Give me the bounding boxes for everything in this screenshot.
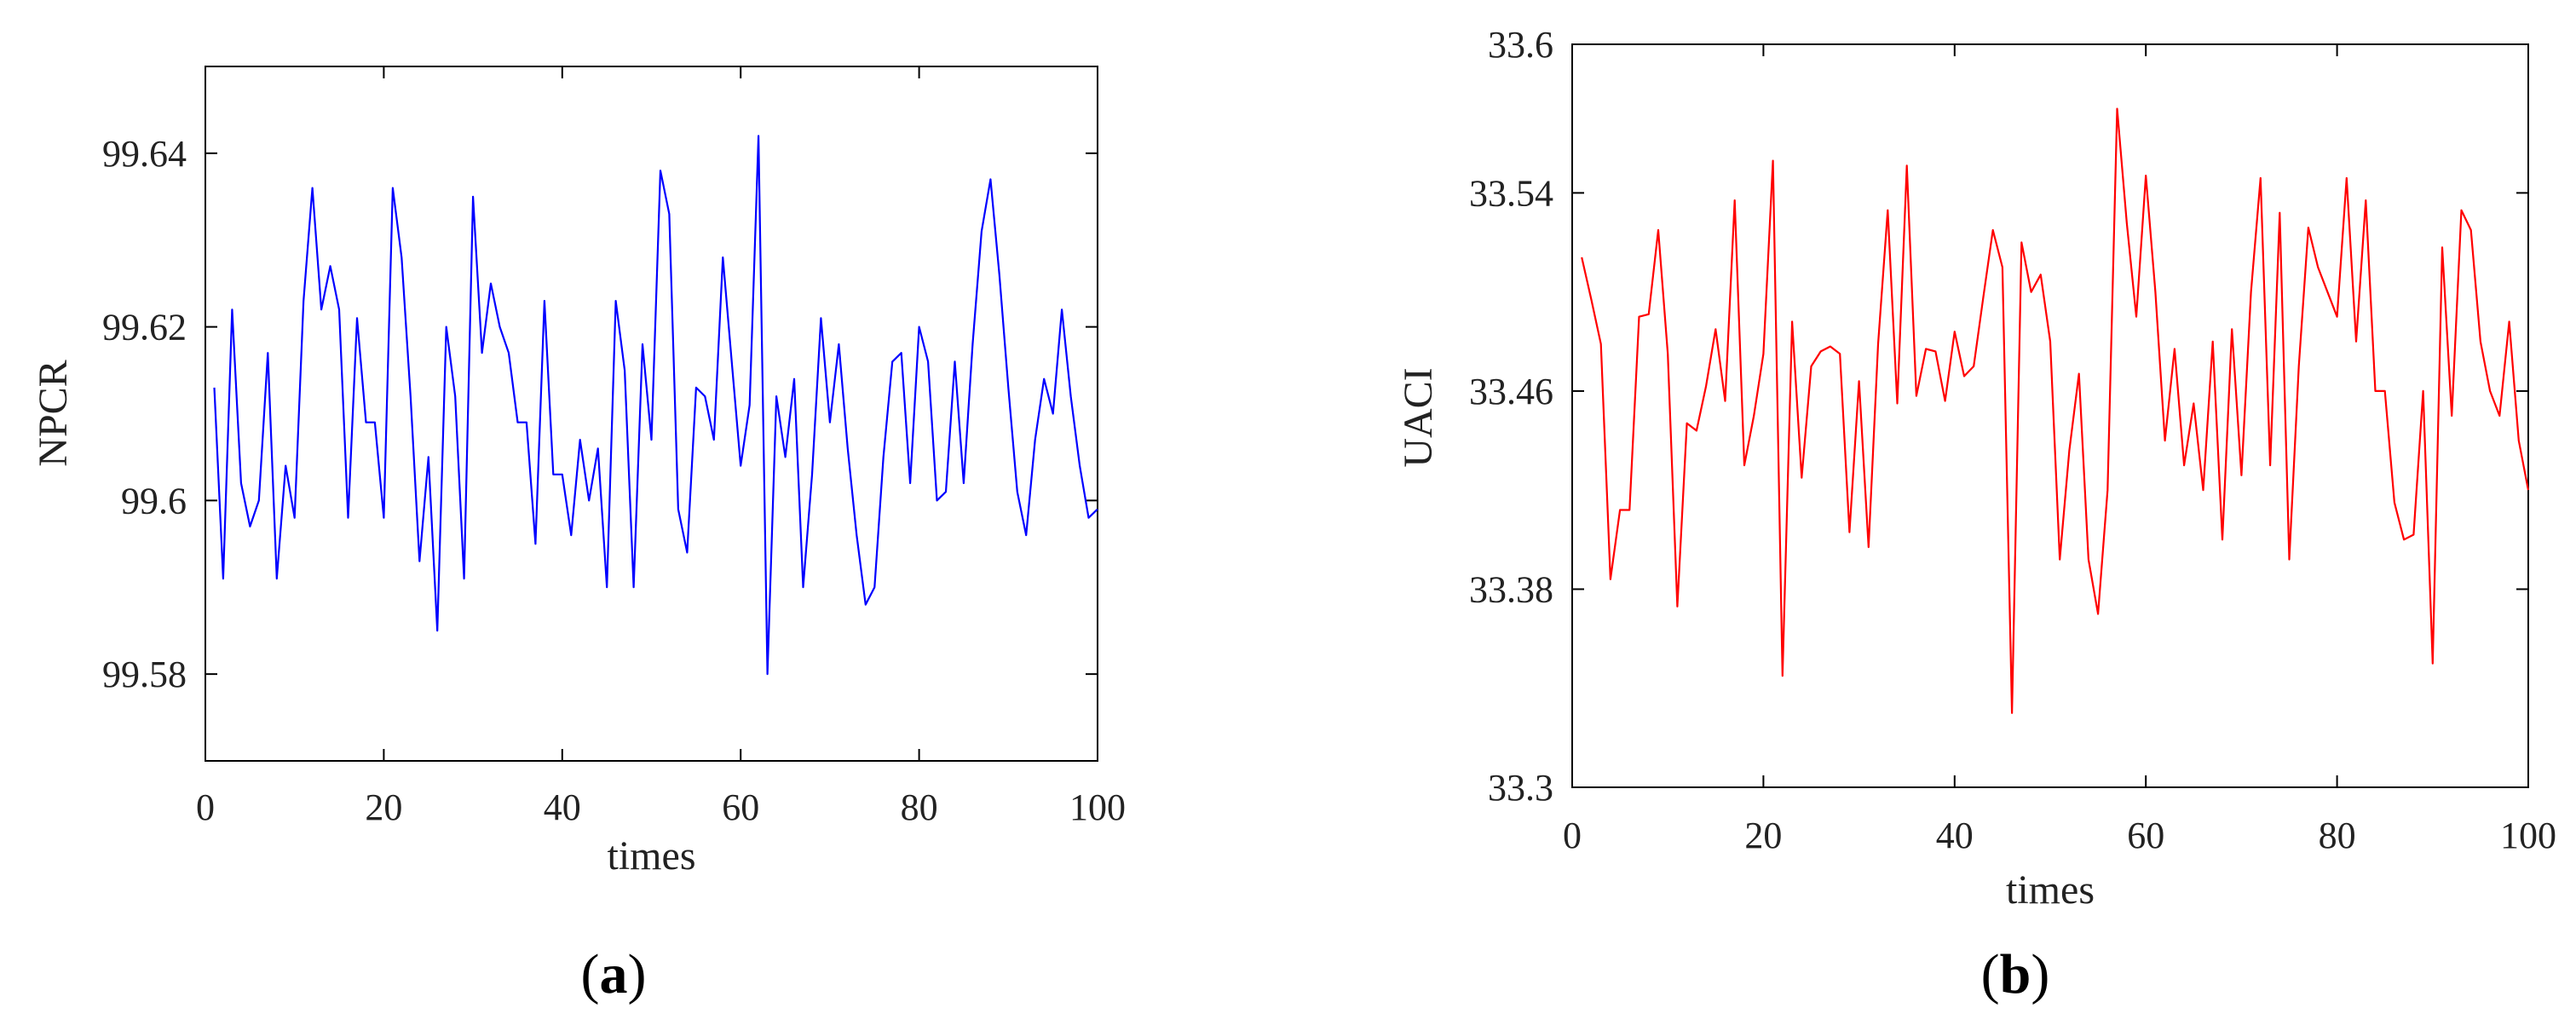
- series-line-b: [1581, 107, 2530, 714]
- x-tick-label: 80: [2319, 815, 2356, 856]
- x-tick-label: 80: [901, 786, 938, 828]
- x-tick-label: 0: [196, 786, 215, 828]
- x-tick-label: 60: [722, 786, 759, 828]
- y-axis-label: NPCR: [31, 360, 76, 466]
- y-tick-label: 99.62: [102, 307, 187, 348]
- x-tick-label: 20: [1744, 815, 1782, 856]
- plot-frame: [205, 66, 1098, 762]
- x-tick-label: 40: [544, 786, 581, 828]
- x-tick-label: 40: [1936, 815, 1974, 856]
- y-tick-label: 99.58: [102, 654, 187, 695]
- x-axis-label: times: [608, 833, 696, 878]
- y-tick-label: 99.64: [102, 133, 187, 175]
- y-tick-label: 33.38: [1469, 568, 1553, 610]
- series-line-a: [213, 135, 1098, 676]
- x-tick-label: 100: [2500, 815, 2556, 856]
- x-tick-label: 20: [365, 786, 402, 828]
- plot-frame: [1571, 43, 2529, 788]
- y-tick-label: 33.3: [1488, 767, 1553, 809]
- y-axis-label: UACI: [1396, 367, 1441, 467]
- panel-letter: b: [2000, 943, 2031, 1005]
- panel-label: (a): [581, 943, 647, 1005]
- x-axis-label: times: [2006, 867, 2095, 913]
- chart-panel-b: 0 20 40 60 80 100 33.3 33.38 33.46 33.54 33.6 times…: [1396, 24, 2556, 1005]
- y-tick-label: 33.6: [1488, 24, 1553, 66]
- y-tick-label: 33.46: [1469, 371, 1553, 412]
- y-tick-label: 99.6: [121, 480, 187, 521]
- panel-label: (b): [1981, 943, 2050, 1005]
- y-tick-label: 33.54: [1469, 172, 1553, 214]
- x-tick-label: 100: [1069, 786, 1126, 828]
- x-tick-label: 0: [1563, 815, 1582, 856]
- chart-panel-a: 0 20 40 60 80 100 99.58 99.6 99.62 99.64 times NPCR…: [31, 66, 1126, 1005]
- x-tick-label: 60: [2127, 815, 2164, 856]
- panel-letter: a: [600, 943, 628, 1005]
